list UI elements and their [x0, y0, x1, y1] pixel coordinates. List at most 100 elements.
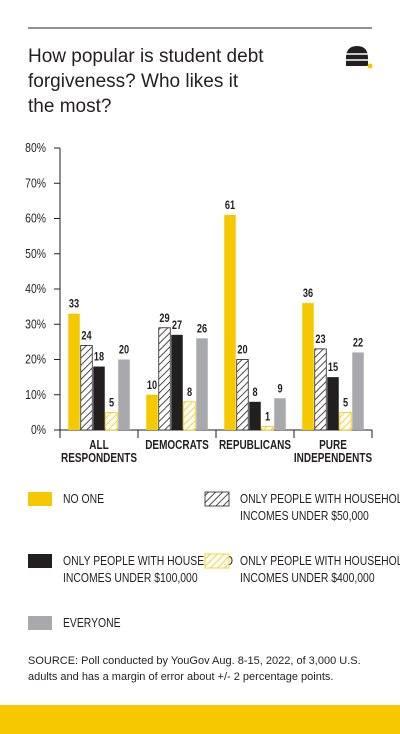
- data-label-text: 24: [81, 331, 91, 343]
- y-tick: 60%: [25, 211, 46, 225]
- legend-entry: ONLY PEOPLE WITH HOUSEHOLD INCOMES UNDER …: [63, 554, 233, 585]
- data-label-text: 1: [265, 412, 270, 424]
- bar: [118, 359, 130, 430]
- legend-entry: ONLY PEOPLE WITH HOUSEHOLD INCOMES UNDER …: [240, 554, 400, 585]
- data-label: 22: [353, 338, 363, 350]
- legend-label: ONLY PEOPLE WITH HOUSEHOLD INCOMES UNDER …: [240, 554, 400, 585]
- data-label: 9: [277, 383, 282, 395]
- logo: [346, 46, 373, 69]
- data-label-text: 8: [187, 387, 192, 399]
- bar: [93, 366, 105, 430]
- data-label: 8: [252, 387, 257, 399]
- data-label-text: 26: [197, 324, 207, 336]
- bar: [224, 214, 236, 430]
- bar: [339, 411, 352, 431]
- data-label: 26: [197, 324, 207, 336]
- y-tick: 40%: [25, 282, 46, 296]
- bar: [314, 348, 327, 431]
- x-tick: DEMOCRATS: [145, 439, 209, 452]
- x-tick: PURE INDEPENDENTS: [294, 439, 373, 465]
- legend-swatch: [204, 553, 230, 569]
- data-label-text: 36: [303, 288, 313, 300]
- y-tick: 10%: [25, 388, 46, 402]
- data-label: 20: [119, 345, 129, 357]
- data-label-text: 27: [172, 320, 182, 332]
- legend-swatch: [28, 492, 52, 506]
- legend-label: ONLY PEOPLE WITH HOUSEHOLD INCOMES UNDER …: [240, 492, 400, 523]
- data-label-text: 61: [225, 200, 235, 212]
- x-tick: ALL RESPONDENTS: [61, 439, 137, 465]
- legend-label: NO ONE: [63, 492, 104, 506]
- y-tick-label: 0%: [31, 423, 46, 437]
- data-label: 27: [172, 320, 182, 332]
- bar: [171, 334, 183, 430]
- y-tick: 30%: [25, 317, 46, 331]
- data-label: 33: [69, 299, 79, 311]
- data-label-text: 10: [147, 380, 157, 392]
- bar: [249, 401, 261, 430]
- bar: [105, 411, 118, 431]
- data-label: 8: [187, 387, 192, 399]
- bar: [68, 313, 80, 430]
- data-label: 15: [328, 362, 338, 374]
- legend-label: EVERYONE: [63, 616, 121, 630]
- y-tick-label: 80%: [25, 141, 46, 155]
- data-label: 20: [237, 345, 247, 357]
- data-label-text: 15: [328, 362, 338, 374]
- bar: [80, 344, 93, 431]
- chart-title: How popular is student debt forgiveness? …: [28, 46, 264, 117]
- data-label-text: 33: [69, 299, 79, 311]
- legend-swatch: [28, 554, 52, 568]
- bar: [274, 398, 286, 430]
- y-tick-label: 60%: [25, 211, 46, 225]
- data-label: 5: [343, 398, 348, 410]
- x-tick-label: DEMOCRATS: [145, 439, 209, 452]
- data-label-text: 20: [237, 345, 247, 357]
- footer-band: [0, 705, 400, 734]
- legend-entry: NO ONE: [63, 492, 104, 506]
- bar: [261, 426, 274, 431]
- data-label: 18: [94, 352, 104, 364]
- data-label: 10: [147, 380, 157, 392]
- legend-swatch: [204, 491, 230, 507]
- x-tick-label: ALL RESPONDENTS: [61, 439, 137, 465]
- data-label-text: 9: [277, 383, 282, 395]
- bar: [146, 394, 158, 430]
- bar: [236, 359, 249, 431]
- data-label: 23: [315, 334, 325, 346]
- y-tick-label: 50%: [25, 247, 46, 261]
- bar: [302, 303, 314, 430]
- data-label-text: 22: [353, 338, 363, 350]
- bar: [327, 377, 339, 430]
- x-tick-label: PURE INDEPENDENTS: [294, 439, 373, 465]
- data-label-text: 20: [119, 345, 129, 357]
- bar: [158, 327, 171, 431]
- legend-swatch: [28, 616, 52, 630]
- bar: [352, 352, 364, 430]
- y-tick: 70%: [25, 176, 46, 190]
- y-tick-label: 40%: [25, 282, 46, 296]
- y-tick-label: 30%: [25, 317, 46, 331]
- data-label: 29: [159, 313, 169, 325]
- y-tick: 50%: [25, 247, 46, 261]
- y-tick: 20%: [25, 352, 46, 366]
- legend-label: ONLY PEOPLE WITH HOUSEHOLD INCOMES UNDER …: [63, 554, 233, 585]
- bar: [196, 338, 208, 430]
- y-tick-label: 10%: [25, 388, 46, 402]
- data-label-text: 23: [315, 334, 325, 346]
- x-tick-label: REPUBLICANS: [219, 439, 291, 452]
- y-tick-label: 70%: [25, 176, 46, 190]
- legend-entry: EVERYONE: [63, 616, 121, 630]
- data-label: 36: [303, 288, 313, 300]
- x-tick: REPUBLICANS: [219, 439, 291, 452]
- data-label: 1: [265, 412, 270, 424]
- bar: [183, 401, 196, 431]
- y-tick: 80%: [25, 141, 46, 155]
- y-tick-label: 20%: [25, 352, 46, 366]
- data-label-text: 29: [159, 313, 169, 325]
- legend-entry: ONLY PEOPLE WITH HOUSEHOLD INCOMES UNDER …: [240, 492, 400, 523]
- data-label: 5: [109, 398, 114, 410]
- source-note: SOURCE: Poll conducted by YouGov Aug. 8-…: [28, 655, 361, 683]
